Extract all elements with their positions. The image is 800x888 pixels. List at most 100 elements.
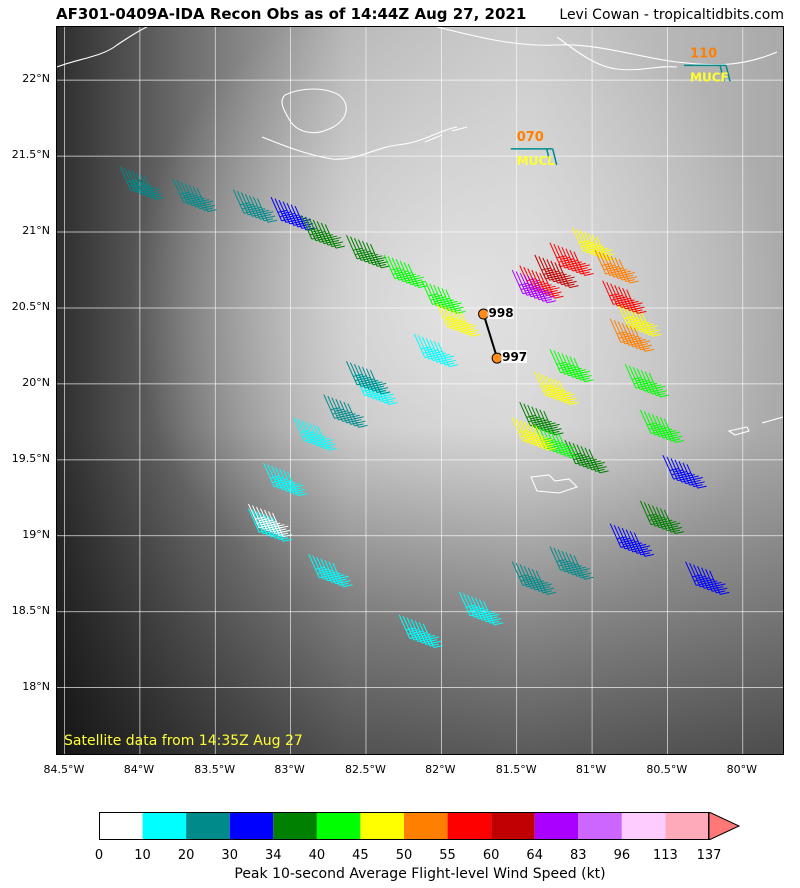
wind-barb — [633, 532, 654, 557]
colorbar-frame — [99, 812, 709, 840]
colorbar-segment — [273, 812, 317, 840]
upper-obs-station: MUCL — [517, 154, 555, 168]
wind-barb — [143, 175, 165, 201]
colorbar-segment — [534, 812, 579, 840]
wind-barb — [643, 502, 665, 527]
cuba-coastline-west — [57, 27, 148, 68]
colorbar-tick-label: 30 — [221, 848, 238, 863]
colorbar-tick-label: 60 — [482, 848, 500, 863]
wind-barb — [369, 243, 391, 269]
colorbar — [99, 812, 741, 840]
wind-barb — [709, 570, 730, 595]
wind-barb — [131, 171, 153, 196]
colorbar-tick-label: 34 — [265, 848, 282, 863]
lat-tick-label: 21°N — [22, 224, 50, 238]
wind-barb — [663, 418, 685, 444]
wind-barb — [569, 553, 590, 579]
wind-barb — [403, 262, 424, 287]
colorbar-tick-label: 10 — [134, 848, 151, 863]
wind-barb — [377, 380, 398, 406]
wind-barb — [614, 257, 635, 283]
colorbar-tick-label: 45 — [352, 848, 369, 863]
wind-barb — [240, 192, 262, 217]
satellite-darkening — [57, 27, 783, 754]
wind-barb — [592, 234, 613, 260]
colorbar-segment — [186, 812, 230, 840]
lon-tick-label: 83.5°W — [194, 763, 236, 776]
wind-barb — [365, 368, 387, 393]
wind-barb — [596, 236, 617, 261]
wind-barb — [192, 186, 213, 211]
wind-barb — [437, 342, 459, 368]
colorbar-segment — [447, 812, 492, 840]
wind-barb — [576, 444, 597, 469]
wind-barb — [313, 424, 334, 450]
wind-barb — [637, 310, 658, 336]
wind-barb — [332, 562, 353, 588]
wind-barb — [663, 509, 685, 535]
wind-barb — [535, 426, 556, 451]
colorbar-segment — [491, 812, 535, 840]
wind-barb — [686, 464, 707, 489]
isla-de-la-juventud — [281, 88, 347, 134]
cuba-coastline-south — [261, 126, 458, 160]
lat-tick-label: 20°N — [22, 375, 50, 389]
wind-barb — [629, 325, 650, 351]
wind-barb — [584, 447, 605, 472]
colorbar-tick-label: 55 — [439, 848, 456, 863]
lat-lon-grid — [57, 27, 783, 754]
lat-tick-label: 19.5°N — [11, 451, 50, 465]
surface-obs-pressure: 997 — [502, 350, 527, 364]
wind-barb — [626, 289, 647, 314]
wind-barb — [328, 561, 349, 586]
wind-barb — [256, 198, 278, 223]
wind-barb — [343, 401, 364, 427]
cayman-brac — [727, 416, 783, 436]
colorbar-tick-label: 113 — [653, 848, 678, 863]
wind-barb — [554, 379, 575, 404]
wind-barb — [659, 417, 681, 442]
wind-barb — [456, 310, 477, 336]
wind-barb — [644, 371, 666, 396]
wind-barbs — [119, 166, 730, 649]
wind-barb — [629, 530, 650, 556]
lat-tick-label: 22°N — [22, 72, 50, 86]
colorbar-extend-arrow — [708, 812, 741, 840]
wind-barb — [573, 555, 594, 580]
upper-air-observations: 070 MUCL 110 MUCF — [510, 46, 731, 168]
coastlines — [57, 27, 783, 494]
wind-barb — [361, 240, 383, 266]
wind-barb — [479, 599, 500, 624]
lon-tick-label: 82.5°W — [344, 763, 386, 776]
wind-barb — [320, 222, 341, 248]
colorbar-segment — [229, 812, 274, 840]
colorbar-tick-label: 40 — [308, 848, 326, 863]
lon-tick-label: 84.5°W — [43, 763, 85, 776]
colorbar-segment — [665, 812, 709, 840]
colorbar-tick-label: 50 — [395, 848, 413, 863]
wind-barb — [641, 312, 662, 337]
wind-barb — [531, 568, 552, 594]
upper-obs: 110 MUCF — [684, 46, 731, 84]
wind-barb — [531, 277, 552, 302]
wind-barb — [648, 373, 670, 398]
upper-obs-value: 070 — [517, 130, 544, 145]
wind-barb — [369, 369, 391, 395]
wind-barb — [460, 312, 481, 337]
flight-track-markers — [482, 313, 499, 359]
wind-barb — [543, 274, 564, 299]
colorbar-tick-label: 83 — [570, 848, 587, 863]
wind-barb — [569, 356, 590, 381]
lat-tick-label: 18.5°N — [11, 603, 50, 617]
wind-barb — [422, 623, 443, 649]
cuba-southeast — [556, 36, 678, 71]
lon-tick-label: 81.5°W — [495, 763, 537, 776]
wind-barb — [621, 304, 642, 330]
map-canvas: 998 997 070 MUCL 110 MUCF Satellite data fro… — [57, 27, 783, 754]
map-title: AF301-0409A-IDA Recon Obs as of 14:44Z A… — [56, 5, 527, 23]
lat-tick-label: 20.5°N — [11, 299, 50, 313]
wind-barb — [272, 512, 293, 538]
wind-barb — [622, 287, 643, 313]
colorbar-tick-label: 96 — [613, 848, 631, 863]
credit-text: Levi Cowan - tropicaltidbits.com — [559, 7, 784, 23]
